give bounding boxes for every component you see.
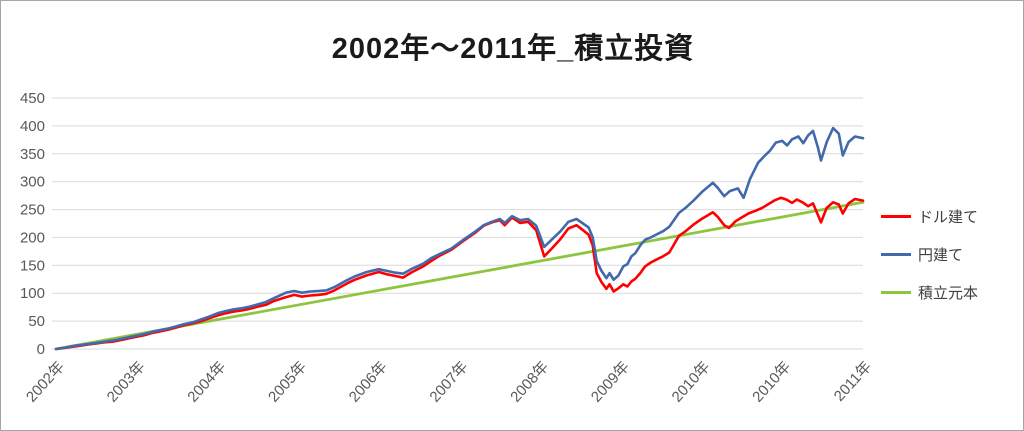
svg-text:2007年: 2007年 [426, 358, 471, 405]
y-axis-tick-label: 450 [20, 90, 45, 107]
legend-item-principal: 積立元本 [881, 282, 978, 302]
y-axis-tick-label: 350 [20, 146, 45, 163]
svg-text:2010年: 2010年 [749, 358, 794, 405]
legend-item-yen: 円建て [881, 244, 978, 264]
legend-label-dollar: ドル建て [918, 208, 979, 226]
svg-text:2011年: 2011年 [831, 358, 875, 405]
legend-label-yen: 円建て [918, 246, 964, 264]
svg-text:2005年: 2005年 [265, 358, 310, 405]
svg-text:2004年: 2004年 [184, 358, 229, 405]
x-axis-tick-label: 2005年 [265, 358, 310, 405]
x-axis-tick-label: 2004年 [184, 358, 229, 405]
svg-text:2003年: 2003年 [104, 358, 149, 405]
legend: ドル建て 円建て 積立元本 [881, 206, 978, 320]
x-axis-tick-label: 2007年 [426, 358, 471, 405]
svg-text:2009年: 2009年 [588, 358, 633, 405]
y-axis-tick-label: 200 [20, 229, 45, 246]
series-line-1 [54, 126, 865, 351]
svg-text:2002年: 2002年 [23, 358, 68, 405]
y-axis-tick-label: 400 [20, 118, 45, 135]
y-axis-tick-label: 300 [20, 174, 45, 191]
x-axis-tick-label: 2010年 [669, 358, 714, 405]
x-axis-tick-label: 2008年 [507, 358, 552, 405]
svg-text:2008年: 2008年 [507, 358, 552, 405]
legend-label-principal: 積立元本 [918, 284, 979, 302]
chart-title: 2002年〜2011年_積立投資 [331, 33, 695, 65]
x-axis-tick-label: 2006年 [346, 358, 391, 405]
svg-text:2010年: 2010年 [669, 358, 714, 405]
x-axis-tick-label: 2003年 [104, 358, 149, 405]
series-line-0 [54, 196, 865, 351]
legend-item-dollar: ドル建て [881, 206, 978, 226]
legend-swatch-principal-line-icon [881, 290, 911, 294]
x-axis-tick-label: 2002年 [23, 358, 68, 405]
svg-text:2006年: 2006年 [346, 358, 391, 405]
x-axis-tick-label: 2011年 [831, 358, 875, 405]
x-axis-tick-label: 2010年 [749, 358, 794, 405]
y-axis-tick-label: 150 [20, 257, 45, 274]
y-axis-tick-label: 100 [20, 285, 45, 302]
y-axis-tick-label: 0 [37, 341, 45, 358]
legend-swatch-yen-line-icon [881, 252, 911, 256]
y-axis-tick-label: 50 [28, 313, 45, 330]
y-axis-tick-label: 250 [20, 202, 45, 219]
x-axis-tick-label: 2009年 [588, 358, 633, 405]
legend-swatch-dollar-line-icon [881, 214, 911, 218]
